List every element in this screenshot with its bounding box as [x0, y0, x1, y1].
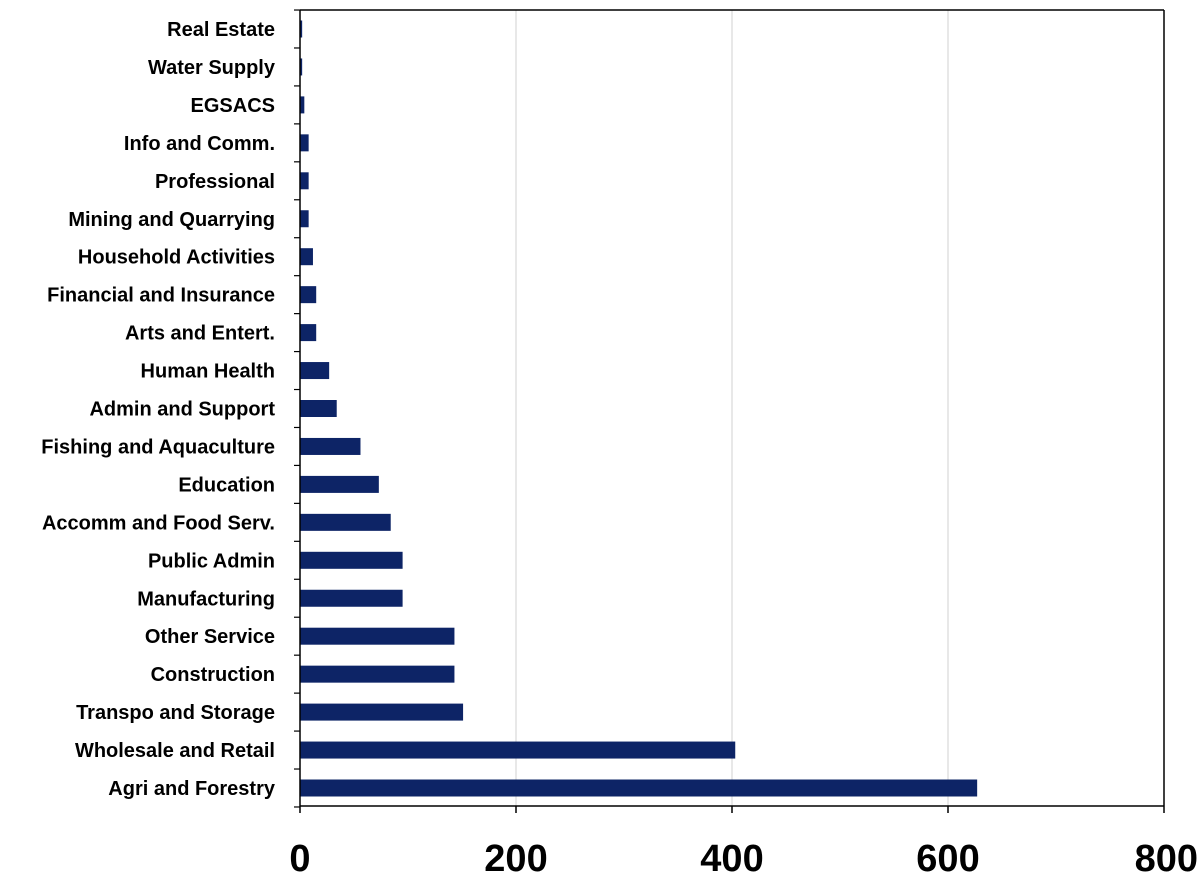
- bar-mining-and-quarrying: [300, 210, 309, 228]
- x-tick-label-800: 800: [1135, 838, 1198, 880]
- category-label-agri-and-forestry: Agri and Forestry: [108, 778, 276, 800]
- bar-public-admin: [300, 551, 403, 569]
- category-label-arts-and-entert: Arts and Entert.: [125, 323, 275, 345]
- category-label-other-service: Other Service: [145, 626, 275, 648]
- bar-financial-and-insurance: [300, 286, 317, 304]
- category-label-education: Education: [178, 474, 275, 496]
- x-tick-labels: 0 200 400 600 800: [289, 838, 1198, 880]
- category-label-public-admin: Public Admin: [148, 550, 275, 572]
- bar-household-activities: [300, 248, 313, 266]
- category-label-fishing-and-aquaculture: Fishing and Aquaculture: [41, 436, 275, 458]
- category-label-accomm-and-food-serv: Accomm and Food Serv.: [42, 512, 275, 534]
- category-label-wholesale-and-retail: Wholesale and Retail: [75, 740, 275, 762]
- category-label-manufacturing: Manufacturing: [137, 588, 275, 610]
- bar-professional: [300, 172, 309, 190]
- bar-arts-and-entert: [300, 324, 317, 342]
- bar-human-health: [300, 362, 330, 380]
- x-tick-label-200: 200: [484, 838, 547, 880]
- category-label-household-activities: Household Activities: [78, 247, 275, 269]
- bar-accomm-and-food-serv: [300, 513, 391, 531]
- bar-manufacturing: [300, 589, 403, 607]
- bar-fishing-and-aquaculture: [300, 437, 361, 455]
- category-label-real-estate: Real Estate: [167, 19, 275, 41]
- bars: [300, 20, 978, 797]
- category-label-egsacs: EGSACS: [191, 95, 275, 117]
- bar-education: [300, 475, 379, 493]
- bar-wholesale-and-retail: [300, 741, 736, 759]
- category-label-info-and-comm: Info and Comm.: [124, 133, 275, 155]
- bar-info-and-comm: [300, 134, 309, 152]
- x-tick-label-600: 600: [916, 838, 979, 880]
- bar-egsacs: [300, 96, 305, 114]
- x-tick-label-400: 400: [700, 838, 763, 880]
- category-label-admin-and-support: Admin and Support: [89, 399, 275, 421]
- bar-agri-and-forestry: [300, 779, 978, 797]
- category-label-water-supply: Water Supply: [148, 57, 276, 79]
- bar-real-estate: [300, 20, 303, 38]
- category-label-financial-and-insurance: Financial and Insurance: [47, 285, 275, 307]
- category-label-transpo-and-storage: Transpo and Storage: [76, 702, 275, 724]
- x-tick-label-0: 0: [289, 838, 310, 880]
- bar-transpo-and-storage: [300, 703, 464, 721]
- category-label-human-health: Human Health: [141, 361, 275, 383]
- category-label-construction: Construction: [151, 664, 275, 686]
- category-label-mining-and-quarrying: Mining and Quarrying: [68, 209, 275, 231]
- bar-construction: [300, 665, 455, 683]
- bar-admin-and-support: [300, 400, 337, 417]
- bar-other-service: [300, 627, 455, 645]
- bar-water-supply: [300, 58, 303, 76]
- axes: [294, 9, 1165, 813]
- category-labels: Agri and Forestry Wholesale and Retail Tra…: [41, 19, 276, 800]
- gridlines: [515, 10, 949, 806]
- category-label-professional: Professional: [155, 171, 275, 193]
